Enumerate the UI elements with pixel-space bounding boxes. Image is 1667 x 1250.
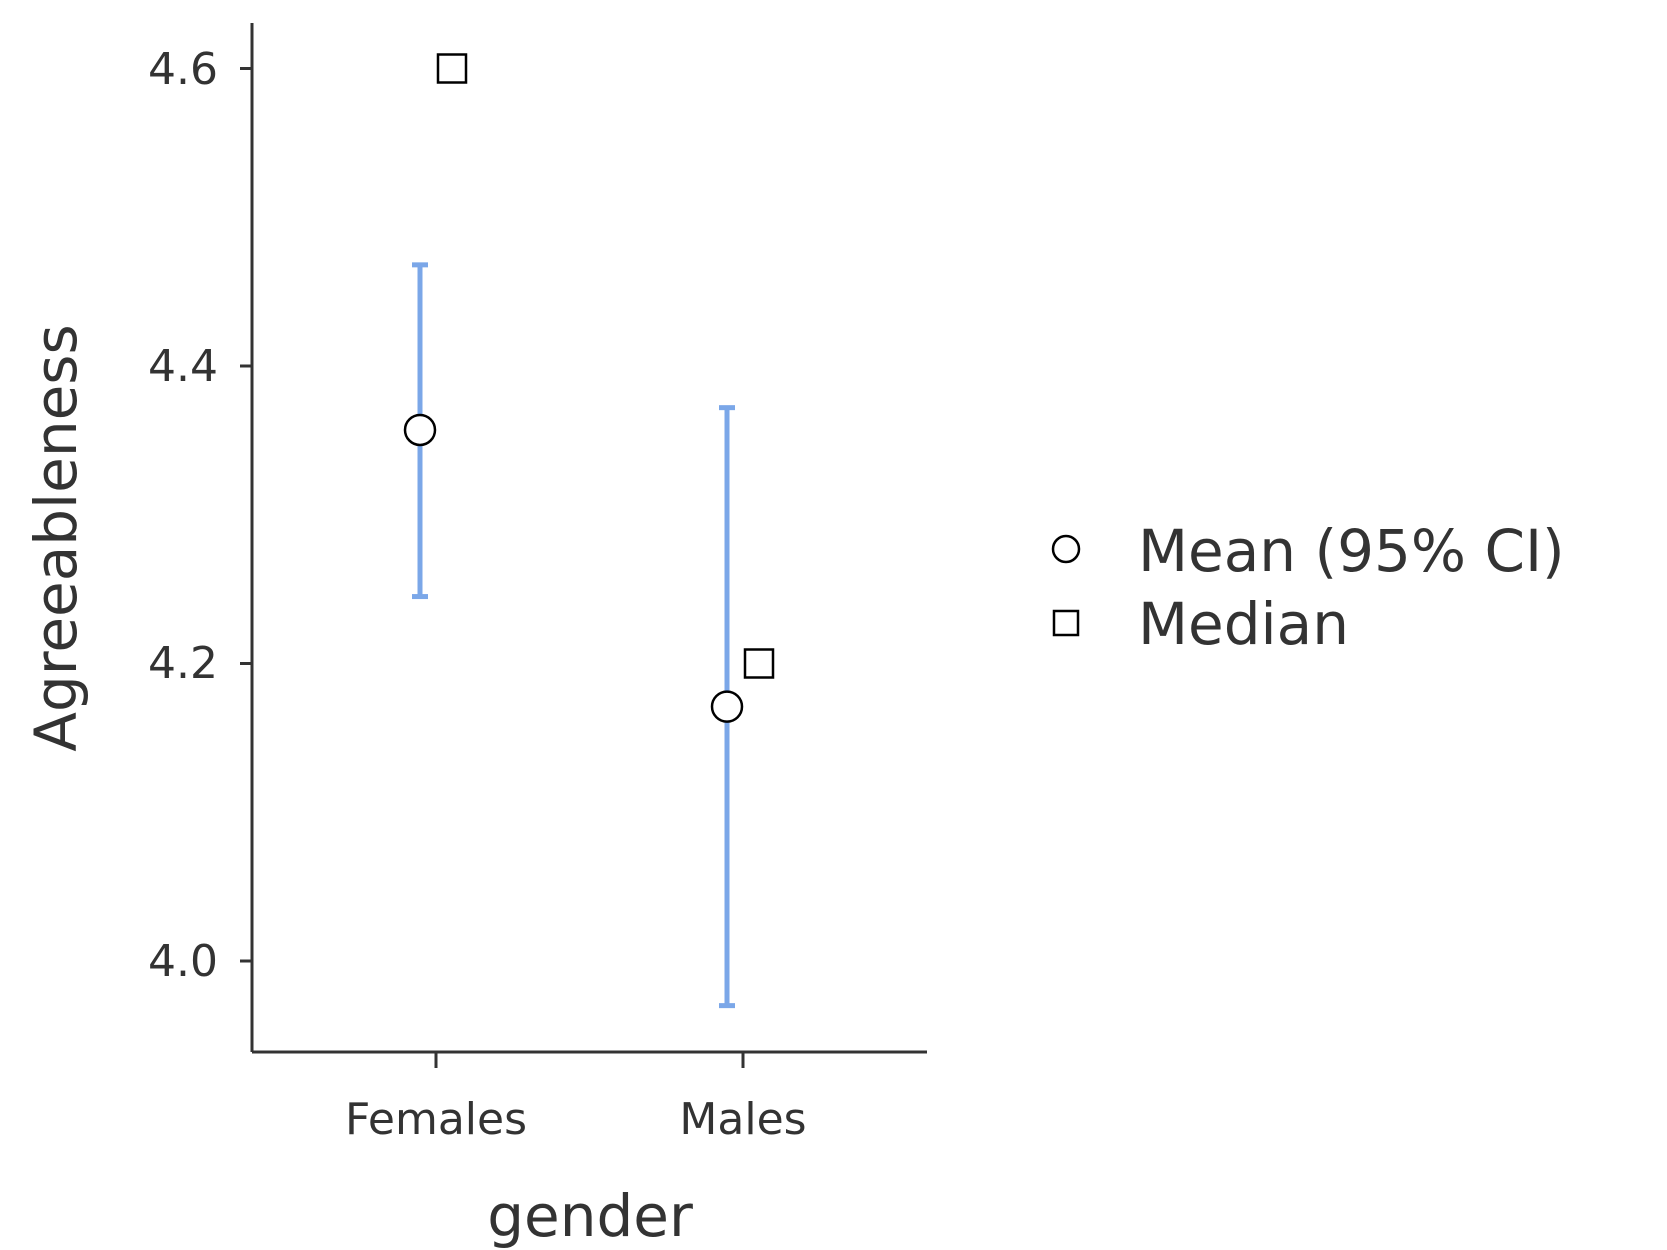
- x-axis-title: gender: [487, 1182, 693, 1250]
- y-tick-label: 4.6: [148, 44, 218, 95]
- legend-label-mean: Mean (95% CI): [1138, 517, 1565, 585]
- x-tick-label: Males: [679, 1094, 806, 1145]
- x-tick-label: Females: [345, 1094, 527, 1145]
- median-marker: [743, 648, 775, 679]
- legend: Mean (95% CI) Median: [1051, 517, 1565, 658]
- mean-marker: [710, 690, 744, 723]
- legend-label-median: Median: [1138, 590, 1349, 658]
- y-tick-label: 4.2: [148, 638, 218, 689]
- legend-circle-icon: [1051, 534, 1081, 564]
- plot-area: [403, 53, 775, 1009]
- y-tick-label: 4.0: [148, 936, 218, 987]
- mean-marker: [403, 413, 437, 447]
- y-axis-title: Agreeableness: [22, 324, 90, 751]
- y-tick-label: 4.4: [148, 341, 218, 392]
- median-marker: [436, 53, 468, 84]
- legend-square-icon: [1052, 609, 1080, 637]
